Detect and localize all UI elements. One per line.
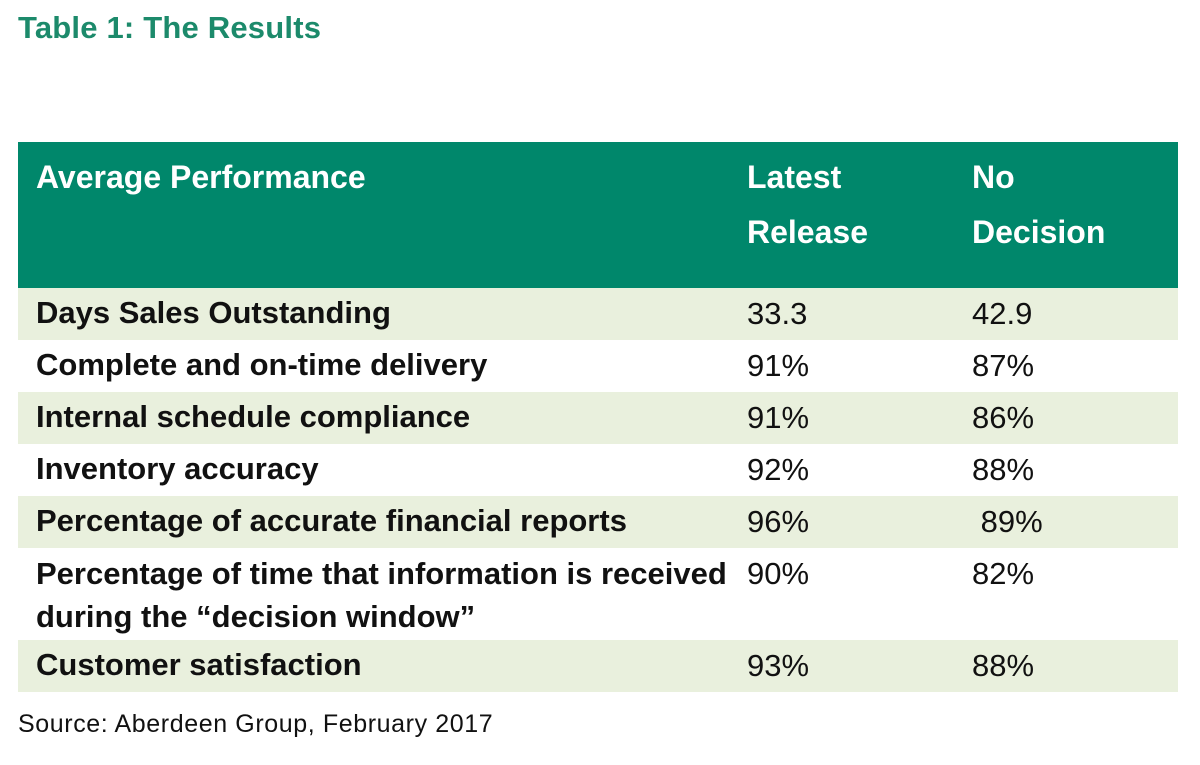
no-decision-value: 88% — [953, 444, 1178, 496]
table-row: Percentage of time that information is r… — [18, 548, 1178, 640]
latest-release-value: 91% — [728, 340, 953, 392]
no-decision-value: 82% — [953, 548, 1178, 640]
column-header-average-performance: Average Performance — [18, 142, 728, 288]
table-row: Customer satisfaction 93% 88% — [18, 640, 1178, 692]
no-decision-value: 86% — [953, 392, 1178, 444]
metric-label: Days Sales Outstanding — [18, 288, 728, 340]
table-row: Percentage of accurate financial reports… — [18, 496, 1178, 548]
table-header-row: Average Performance Latest Release No De… — [18, 142, 1178, 288]
table-row: Days Sales Outstanding 33.3 42.9 — [18, 288, 1178, 340]
page-title: Table 1: The Results — [18, 10, 322, 45]
column-header-latest-release: Latest Release — [728, 142, 953, 288]
results-table: Average Performance Latest Release No De… — [18, 142, 1178, 692]
metric-label: Complete and on-time delivery — [18, 340, 728, 392]
no-decision-value: 87% — [953, 340, 1178, 392]
metric-label: Percentage of accurate financial reports — [18, 496, 728, 548]
latest-release-value: 92% — [728, 444, 953, 496]
no-decision-value: 89% — [953, 496, 1178, 548]
latest-release-value: 33.3 — [728, 288, 953, 340]
metric-label: Internal schedule compliance — [18, 392, 728, 444]
latest-release-value: 96% — [728, 496, 953, 548]
latest-release-value: 90% — [728, 548, 953, 640]
table-row: Inventory accuracy 92% 88% — [18, 444, 1178, 496]
table-row: Internal schedule compliance 91% 86% — [18, 392, 1178, 444]
no-decision-value: 42.9 — [953, 288, 1178, 340]
metric-label: Percentage of time that information is r… — [18, 548, 728, 640]
latest-release-value: 93% — [728, 640, 953, 692]
table-row: Complete and on-time delivery 91% 87% — [18, 340, 1178, 392]
column-header-no-decision: No Decision — [953, 142, 1178, 288]
source-note: Source: Aberdeen Group, February 2017 — [18, 710, 494, 738]
metric-label: Customer satisfaction — [18, 640, 728, 692]
no-decision-value: 88% — [953, 640, 1178, 692]
latest-release-value: 91% — [728, 392, 953, 444]
metric-label: Inventory accuracy — [18, 444, 728, 496]
